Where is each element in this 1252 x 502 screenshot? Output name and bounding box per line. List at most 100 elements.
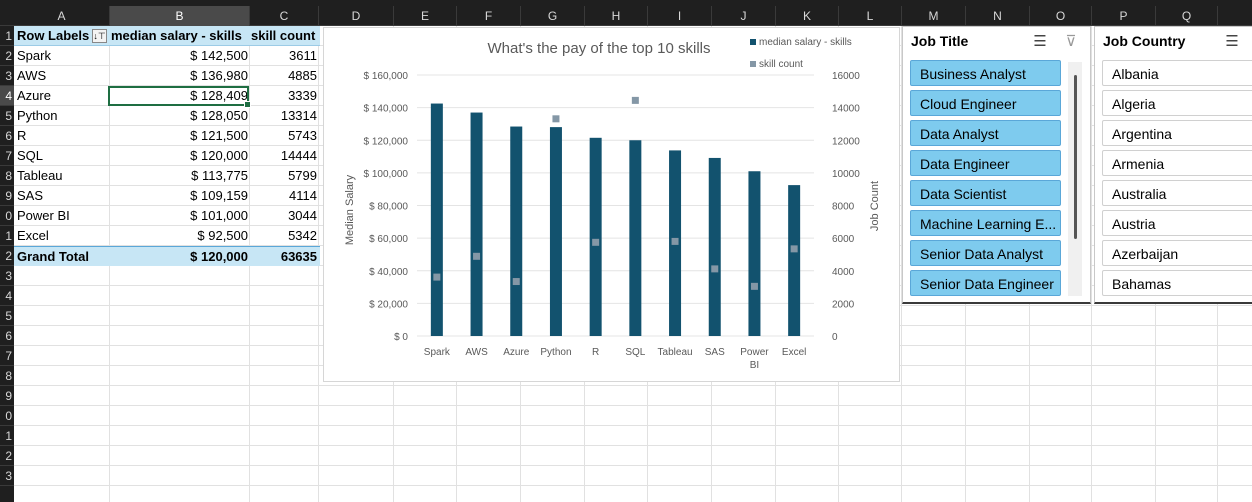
- slicer-item-job-title[interactable]: Machine Learning E...: [910, 210, 1061, 236]
- row-header-21[interactable]: 1: [0, 426, 14, 446]
- pivot-skill-cell[interactable]: SAS: [17, 188, 44, 203]
- row-header-12[interactable]: 2: [0, 246, 14, 266]
- slicer-item-job-country[interactable]: Azerbaijan: [1102, 240, 1252, 266]
- pivot-skill-cell[interactable]: Azure: [17, 88, 51, 103]
- pivot-row[interactable]: SQL $ 120,000 14444: [14, 146, 320, 166]
- slicer-item-job-country[interactable]: Algeria: [1102, 90, 1252, 116]
- skill-count-marker[interactable]: [552, 115, 560, 123]
- pivot-row[interactable]: R $ 121,500 5743: [14, 126, 320, 146]
- column-header-a[interactable]: A: [14, 6, 110, 26]
- row-labels-header[interactable]: Row Labels: [17, 28, 90, 43]
- row-header-23[interactable]: 3: [0, 466, 14, 486]
- column-header-d[interactable]: D: [319, 6, 394, 26]
- pivot-salary-cell[interactable]: $ 128,409: [190, 88, 248, 103]
- row-header-14[interactable]: 4: [0, 286, 14, 306]
- skill-count-marker[interactable]: [512, 278, 520, 286]
- pivot-salary-cell[interactable]: $ 136,980: [190, 68, 248, 83]
- pivot-skill-cell[interactable]: AWS: [17, 68, 47, 83]
- pivot-row[interactable]: Python $ 128,050 13314: [14, 106, 320, 126]
- combo-chart[interactable]: What's the pay of the top 10 skills medi…: [323, 27, 900, 382]
- pivot-skill-cell[interactable]: Excel: [17, 228, 49, 243]
- pivot-row[interactable]: Tableau $ 113,775 5799: [14, 166, 320, 186]
- column-header-e[interactable]: E: [394, 6, 457, 26]
- salary-bar[interactable]: [549, 127, 562, 336]
- row-header-16[interactable]: 6: [0, 326, 14, 346]
- row-header-15[interactable]: 5: [0, 306, 14, 326]
- pivot-count-cell[interactable]: 3611: [289, 48, 317, 63]
- pivot-salary-cell[interactable]: $ 120,000: [190, 148, 248, 163]
- skill-count-header[interactable]: skill count: [251, 28, 316, 43]
- slicer-item-job-title[interactable]: Data Scientist: [910, 180, 1061, 206]
- pivot-salary-cell[interactable]: $ 92,500: [197, 228, 248, 243]
- column-header-k[interactable]: K: [776, 6, 839, 26]
- column-header-n[interactable]: N: [966, 6, 1030, 26]
- salary-bar[interactable]: [589, 137, 602, 336]
- skill-count-marker[interactable]: [750, 282, 758, 290]
- slicer-item-job-title[interactable]: Business Analyst: [910, 60, 1061, 86]
- slicer-item-job-country[interactable]: Bahamas: [1102, 270, 1252, 296]
- pivot-skill-cell[interactable]: SQL: [17, 148, 44, 163]
- salary-bar[interactable]: [748, 171, 761, 336]
- grand-total-row[interactable]: Grand Total $ 120,000 63635: [14, 246, 320, 266]
- y2-axis-title[interactable]: Job Count: [869, 181, 881, 231]
- pivot-count-cell[interactable]: 3044: [288, 208, 317, 223]
- column-header-i[interactable]: I: [648, 6, 712, 26]
- skill-count-marker[interactable]: [671, 237, 679, 245]
- row-header-13[interactable]: 3: [0, 266, 14, 286]
- sort-filter-icon[interactable]: ↓⊤: [92, 29, 107, 43]
- column-header-h[interactable]: H: [585, 6, 648, 26]
- row-header-1[interactable]: 1: [0, 26, 14, 46]
- pivot-row[interactable]: SAS $ 109,159 4114: [14, 186, 320, 206]
- row-header-11[interactable]: 1: [0, 226, 14, 246]
- salary-bar[interactable]: [510, 126, 523, 336]
- pivot-skill-cell[interactable]: Power BI: [17, 208, 70, 223]
- pivot-salary-cell[interactable]: $ 109,159: [190, 188, 248, 203]
- pivot-count-cell[interactable]: 13314: [280, 108, 317, 123]
- slicer-item-job-country[interactable]: Austria: [1102, 210, 1252, 236]
- salary-bar[interactable]: [430, 103, 443, 336]
- row-header-3[interactable]: 3: [0, 66, 14, 86]
- skill-count-marker[interactable]: [433, 273, 441, 281]
- column-header-b[interactable]: B: [110, 6, 250, 26]
- pivot-count-cell[interactable]: 4114: [289, 188, 317, 203]
- column-header-g[interactable]: G: [521, 6, 585, 26]
- pivot-skill-cell[interactable]: R: [17, 128, 27, 143]
- row-header-4[interactable]: 4: [0, 86, 14, 106]
- pivot-count-cell[interactable]: 5342: [288, 228, 317, 243]
- skill-count-marker[interactable]: [711, 265, 719, 273]
- slicer-item-job-title[interactable]: Senior Data Engineer: [910, 270, 1061, 296]
- slicer-item-job-title[interactable]: Cloud Engineer: [910, 90, 1061, 116]
- row-header-10[interactable]: 0: [0, 206, 14, 226]
- row-header-18[interactable]: 8: [0, 366, 14, 386]
- row-header-5[interactable]: 5: [0, 106, 14, 126]
- clear-filter-icon[interactable]: ⊽: [1065, 33, 1077, 50]
- row-header-2[interactable]: 2: [0, 46, 14, 66]
- pivot-row[interactable]: Spark $ 142,500 3611: [14, 46, 320, 66]
- column-header-q[interactable]: Q: [1156, 6, 1218, 26]
- pivot-count-cell[interactable]: 14444: [280, 148, 317, 163]
- pivot-salary-cell[interactable]: $ 142,500: [190, 48, 248, 63]
- slicer-item-job-country[interactable]: Armenia: [1102, 150, 1252, 176]
- pivot-salary-cell[interactable]: $ 128,050: [190, 108, 248, 123]
- skill-count-marker[interactable]: [592, 238, 600, 246]
- pivot-count-cell[interactable]: 3339: [288, 88, 317, 103]
- slicer-item-job-title[interactable]: Data Analyst: [910, 120, 1061, 146]
- slicer-item-job-title[interactable]: Senior Data Analyst: [910, 240, 1061, 266]
- job-country-slicer[interactable]: Job Country ☰ Albania Algeria Argentina Arm…: [1094, 26, 1252, 304]
- salary-bar[interactable]: [470, 112, 483, 336]
- median-salary-header[interactable]: median salary - skills: [111, 28, 242, 43]
- column-header-p[interactable]: P: [1092, 6, 1156, 26]
- pivot-salary-cell[interactable]: $ 113,775: [191, 168, 248, 183]
- row-header-6[interactable]: 6: [0, 126, 14, 146]
- column-header-j[interactable]: J: [712, 6, 776, 26]
- pivot-count-cell[interactable]: 5799: [288, 168, 317, 183]
- pivot-skill-cell[interactable]: Tableau: [17, 168, 63, 183]
- y-axis-title[interactable]: Median Salary: [344, 174, 356, 245]
- pivot-row[interactable]: Azure $ 128,409 3339: [14, 86, 320, 106]
- job-title-slicer[interactable]: Job Title ☰ ⊽ Business Analyst Cloud Engi…: [902, 26, 1091, 304]
- row-header-20[interactable]: 0: [0, 406, 14, 426]
- row-header-19[interactable]: 9: [0, 386, 14, 406]
- multi-select-icon[interactable]: ☰: [1225, 33, 1239, 50]
- pivot-count-cell[interactable]: 5743: [288, 128, 317, 143]
- job-title-scroll-thumb[interactable]: [1074, 75, 1077, 239]
